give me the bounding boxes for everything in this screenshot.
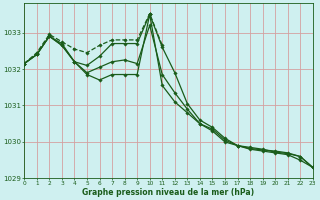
X-axis label: Graphe pression niveau de la mer (hPa): Graphe pression niveau de la mer (hPa) bbox=[83, 188, 255, 197]
